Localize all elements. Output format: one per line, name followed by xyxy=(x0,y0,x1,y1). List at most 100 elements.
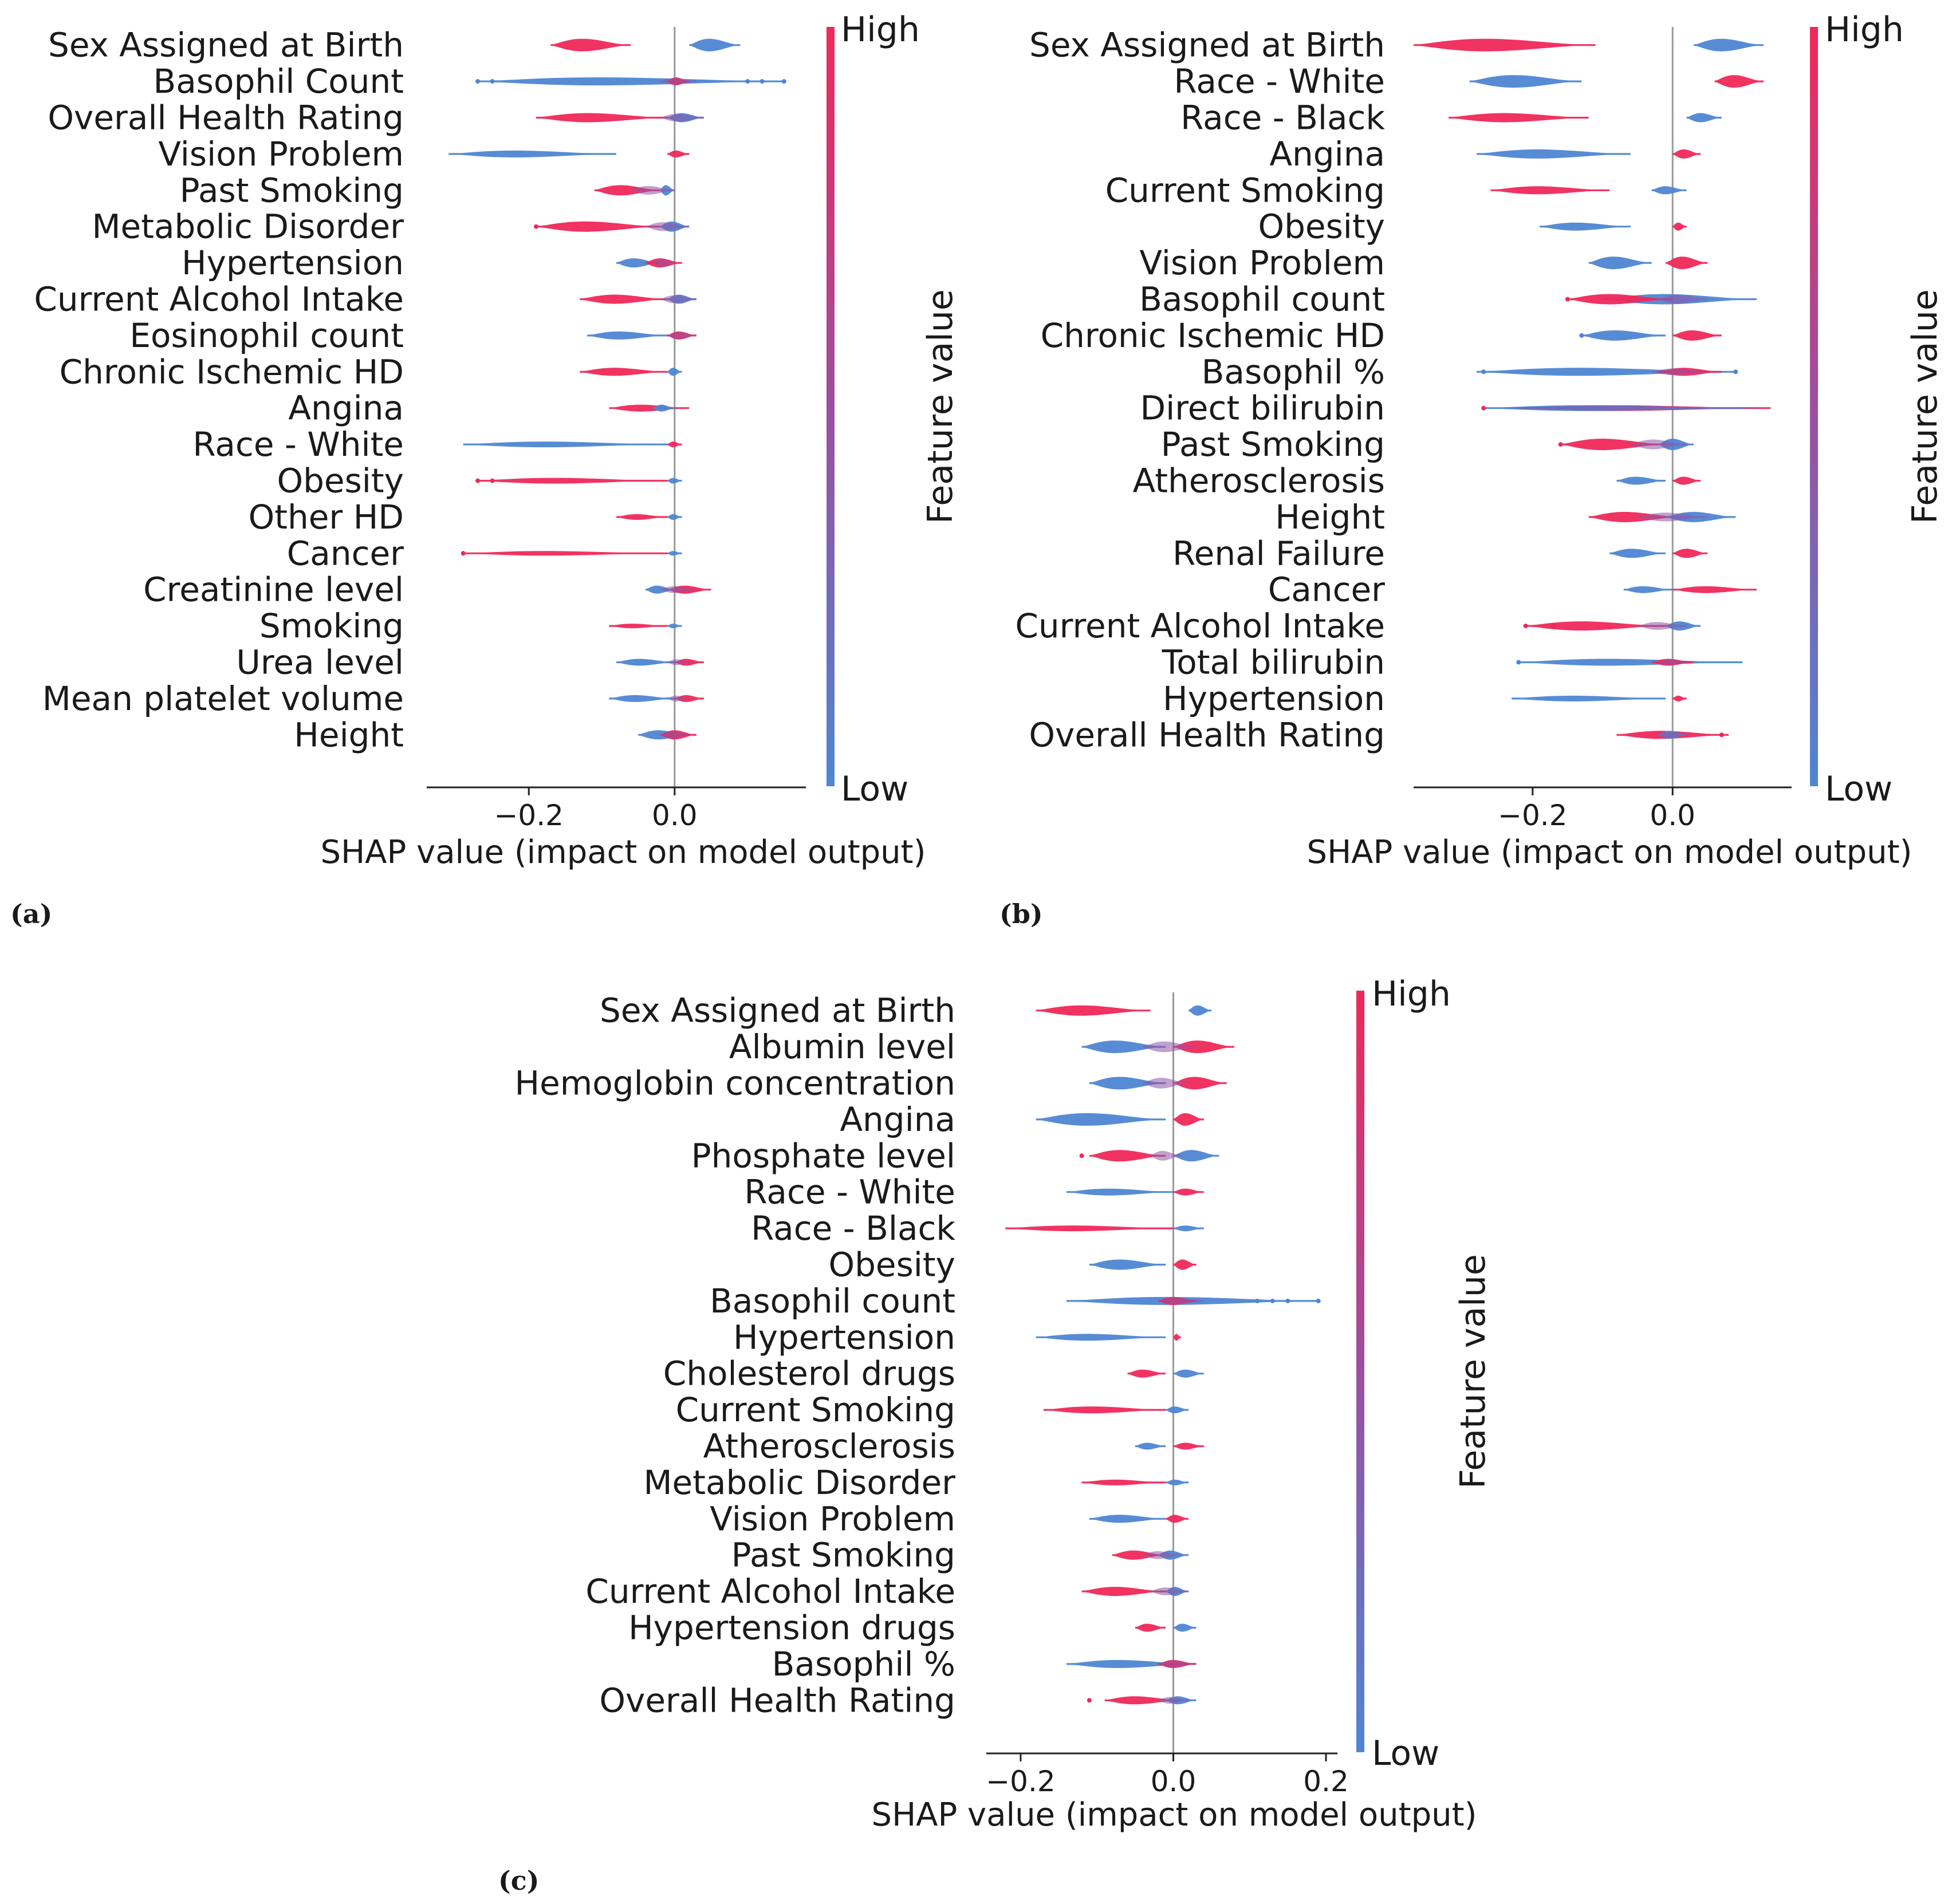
x-tick-label: 0.0 xyxy=(652,799,698,832)
high-value-points xyxy=(580,368,668,376)
feature-row: Race - White xyxy=(1174,62,1764,101)
feature-label: Basophil count xyxy=(710,1282,955,1320)
mixed-value-points xyxy=(1658,659,1687,665)
panel-b-colorbar xyxy=(1810,27,1818,786)
feature-row: Past Smoking xyxy=(731,1536,1189,1575)
feature-row: Chronic Ischemic HD xyxy=(1041,316,1722,355)
low-outlier-point xyxy=(1516,660,1521,665)
mixed-value-points xyxy=(1638,513,1708,522)
feature-row: Sex Assigned at Birth xyxy=(1029,26,1764,65)
low-outlier-point xyxy=(490,79,495,84)
feature-label: Race - White xyxy=(192,425,404,464)
feature-label: Current Alcohol Intake xyxy=(1015,606,1385,645)
low-value-points xyxy=(1686,113,1722,123)
high-value-points xyxy=(1112,1550,1166,1560)
feature-row: Other HD xyxy=(249,498,682,537)
panel-a-colorbar xyxy=(827,27,835,786)
low-value-points xyxy=(1477,149,1631,159)
feature-label: Vision Problem xyxy=(1139,243,1385,282)
feature-row: Cholesterol drugs xyxy=(663,1354,1204,1393)
feature-row: Cancer xyxy=(287,534,682,573)
low-value-points xyxy=(1173,1623,1197,1632)
high-value-points xyxy=(1173,1113,1204,1126)
high-value-points xyxy=(1672,222,1687,231)
high-value-points xyxy=(616,514,668,520)
feature-row: Past Smoking xyxy=(1161,425,1694,464)
mixed-value-points xyxy=(1658,294,1708,304)
low-value-points xyxy=(1518,659,1743,666)
feature-label: Vision Problem xyxy=(710,1499,955,1538)
low-value-points xyxy=(1135,1442,1166,1450)
high-value-points xyxy=(478,478,668,484)
feature-row: Phosphate level xyxy=(691,1136,1219,1175)
panel-c-label: (c) xyxy=(498,1865,540,1896)
feature-label: Obesity xyxy=(828,1245,955,1284)
high-value-points xyxy=(536,221,660,232)
low-value-points xyxy=(1651,186,1687,195)
high-value-points xyxy=(1560,439,1666,451)
low-value-points xyxy=(616,659,675,666)
panel-a-colorbar-title: Feature value xyxy=(920,289,961,524)
mixed-value-points xyxy=(1143,1551,1181,1559)
panel-a-colorbar-high: High xyxy=(841,10,920,50)
feature-label: Direct bilirubin xyxy=(1140,389,1385,428)
feature-row: Current Smoking xyxy=(1105,171,1687,210)
feature-label: Past Smoking xyxy=(180,171,404,210)
feature-row: Obesity xyxy=(1258,207,1687,246)
feature-row: Metabolic Disorder xyxy=(92,207,690,246)
feature-row: Hypertension xyxy=(1163,679,1687,718)
feature-row: Current Alcohol Intake xyxy=(34,280,696,319)
low-value-points xyxy=(1066,1659,1197,1668)
low-value-points xyxy=(689,38,741,52)
feature-row: Obesity xyxy=(277,462,682,500)
x-tick-label: −0.2 xyxy=(986,1765,1055,1798)
feature-row: Angina xyxy=(1269,135,1701,174)
feature-label: Sex Assigned at Birth xyxy=(1029,26,1385,65)
feature-label: Smoking xyxy=(259,606,404,645)
low-value-points xyxy=(1623,586,1673,593)
low-value-points xyxy=(1477,368,1736,376)
high-outlier-point xyxy=(1565,297,1570,302)
feature-label: Cancer xyxy=(287,534,404,573)
high-outlier-point xyxy=(490,478,495,483)
x-tick-label: 0.2 xyxy=(1303,1765,1349,1798)
x-tick-label: −0.2 xyxy=(1498,799,1567,832)
mixed-value-points xyxy=(1518,405,1757,411)
panel-b-label: (b) xyxy=(999,898,1043,929)
feature-row: Overall Health Rating xyxy=(599,1681,1197,1720)
feature-label: Current Smoking xyxy=(1105,171,1385,210)
feature-row: Metabolic Disorder xyxy=(643,1463,1189,1502)
high-value-points xyxy=(1490,186,1610,195)
low-outlier-point xyxy=(475,79,481,84)
low-value-points xyxy=(1588,257,1652,270)
feature-row: Cancer xyxy=(1268,570,1757,609)
low-value-points xyxy=(616,258,660,268)
mixed-value-points xyxy=(667,332,696,339)
high-value-points xyxy=(1672,549,1708,558)
feature-row: Vision Problem xyxy=(710,1499,1189,1538)
feature-label: Basophil % xyxy=(1202,352,1385,391)
feature-label: Metabolic Disorder xyxy=(92,207,404,246)
low-value-points xyxy=(1089,1077,1166,1090)
panel-b-colorbar-title: Feature value xyxy=(1905,289,1945,524)
feature-label: Angina xyxy=(288,389,404,428)
feature-label: Angina xyxy=(840,1100,955,1139)
mixed-value-points xyxy=(667,695,690,701)
high-value-points xyxy=(1672,330,1722,341)
x-tick-label: 0.0 xyxy=(1650,799,1695,832)
feature-row: Hemoglobin concentration xyxy=(514,1064,1227,1103)
high-outlier-point xyxy=(1558,442,1563,447)
x-tick-label: 0.0 xyxy=(1151,1765,1197,1798)
high-value-points xyxy=(667,150,690,157)
feature-row: Height xyxy=(294,715,696,754)
low-value-points xyxy=(1188,1005,1212,1016)
mixed-value-points xyxy=(1150,1150,1181,1161)
feature-label: Past Smoking xyxy=(731,1536,955,1575)
low-value-points xyxy=(1512,695,1666,701)
low-value-points xyxy=(667,514,682,520)
low-outlier-point xyxy=(1285,1298,1290,1303)
high-value-points xyxy=(1672,695,1687,701)
feature-label: Height xyxy=(1275,498,1385,537)
